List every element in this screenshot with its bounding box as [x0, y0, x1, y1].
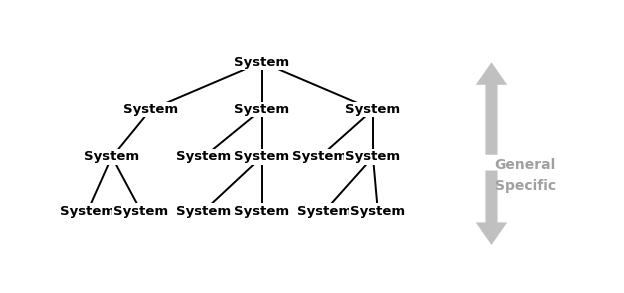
Polygon shape: [475, 62, 507, 155]
Text: System: System: [84, 151, 139, 163]
Text: General: General: [495, 158, 556, 172]
Text: System: System: [346, 151, 401, 163]
Text: System: System: [114, 205, 168, 218]
Text: System: System: [234, 205, 290, 218]
Text: System: System: [346, 103, 401, 116]
Text: System: System: [176, 151, 232, 163]
Text: System: System: [234, 103, 290, 116]
Polygon shape: [475, 171, 507, 245]
Text: System: System: [292, 151, 348, 163]
Text: System: System: [123, 103, 178, 116]
Text: System: System: [350, 205, 406, 218]
Text: System: System: [234, 151, 290, 163]
Text: System: System: [234, 56, 290, 69]
Text: System: System: [297, 205, 352, 218]
Text: System: System: [60, 205, 115, 218]
Text: Specific: Specific: [495, 179, 556, 193]
Text: System: System: [176, 205, 232, 218]
